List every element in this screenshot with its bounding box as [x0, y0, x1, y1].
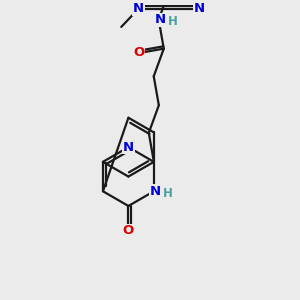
- Text: N: N: [133, 2, 144, 15]
- Text: O: O: [123, 224, 134, 238]
- Text: N: N: [194, 2, 205, 15]
- Text: O: O: [134, 46, 145, 59]
- Text: H: H: [163, 187, 173, 200]
- Text: H: H: [168, 15, 178, 28]
- Text: N: N: [150, 185, 161, 198]
- Text: N: N: [154, 13, 166, 26]
- Text: N: N: [123, 141, 134, 154]
